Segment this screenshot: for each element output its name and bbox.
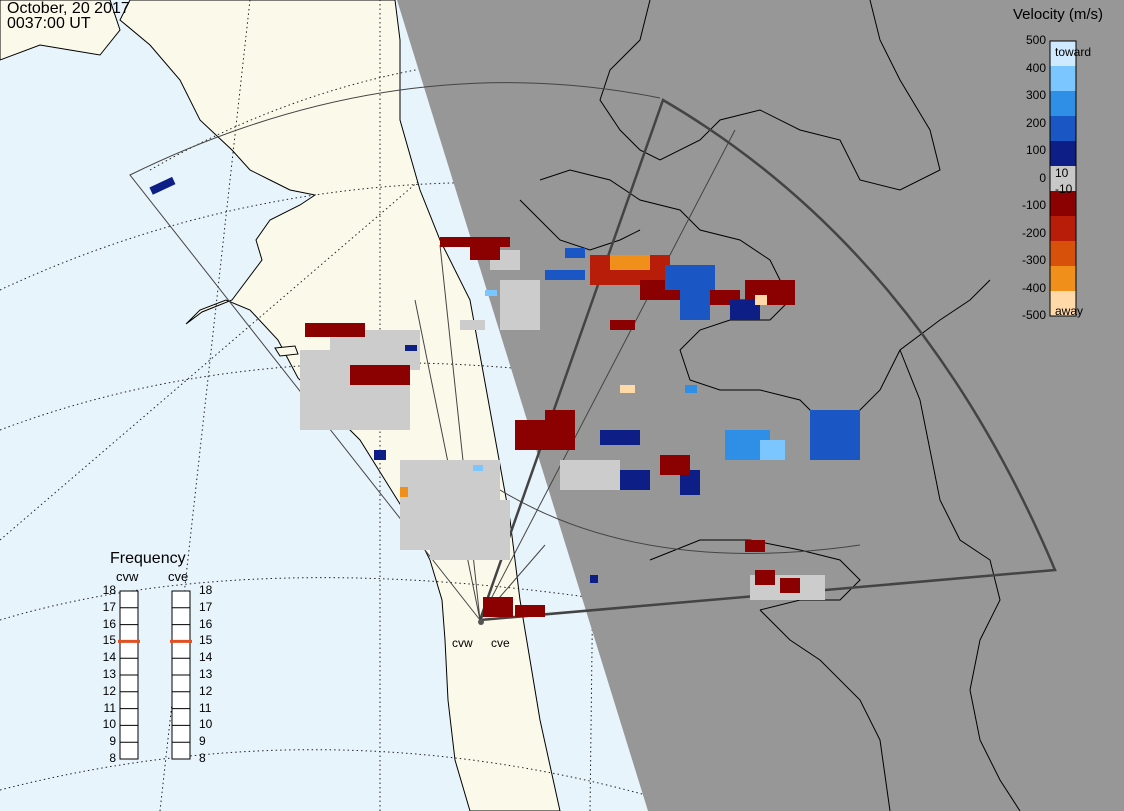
night-terminator	[397, 0, 1124, 811]
freq-tick-right: 11	[199, 700, 212, 715]
ground-scatter	[300, 250, 825, 600]
freq-tick-right: 10	[199, 717, 213, 732]
colorbar-tick-label: 300	[1025, 88, 1046, 102]
colorbar-tick-label: -300	[1021, 253, 1046, 267]
velocity-colorbar	[1049, 40, 1077, 317]
colorbar-away-label: away	[1055, 304, 1084, 318]
colorbar-tick-plus10: 10	[1055, 166, 1069, 180]
colorbar-tick-label: 100	[1025, 143, 1046, 157]
colorbar-tick-label: 500	[1025, 33, 1046, 47]
freq-tick-right: 8	[199, 751, 206, 765]
freq-tick-right: 16	[199, 616, 213, 631]
freq-tick-right: 9	[199, 734, 206, 749]
colorbar-segment	[1050, 141, 1076, 167]
colorbar-tick-label: 400	[1025, 60, 1046, 75]
small-island	[274, 345, 299, 357]
colorbar-segment	[1050, 291, 1076, 317]
freq-radar-cvw: cvw	[116, 569, 139, 584]
freq-tick-left: 12	[102, 683, 116, 698]
colorbar-tick-label: -400	[1021, 280, 1046, 295]
freq-tick-left: 17	[102, 599, 116, 614]
freq-tick-right: 18	[199, 583, 213, 597]
freq-tick-left: 15	[102, 633, 116, 648]
fov-outlines	[129, 82, 1057, 622]
colorbar-tick-label: -200	[1021, 225, 1046, 240]
frequency-title: Frequency	[110, 550, 186, 567]
colorbar-segment	[1050, 266, 1076, 292]
colorbar-segment	[1050, 191, 1076, 217]
radar-label-cvw: cvw	[452, 636, 473, 650]
colorbar-segment	[1050, 41, 1076, 67]
colorbar-toward-label: toward	[1055, 45, 1092, 59]
colorbar-segment	[1050, 91, 1076, 117]
freq-tick-left: 9	[109, 734, 116, 749]
colorbar-frame	[1049, 40, 1077, 317]
freq-tick-right: 14	[199, 650, 213, 665]
freq-tick-left: 16	[102, 616, 116, 631]
radar-label-cve: cve	[491, 636, 510, 650]
freq-tick-left: 13	[102, 667, 116, 681]
freq-tick-right: 12	[199, 683, 213, 698]
colorbar-tick-label: 0	[1039, 170, 1046, 185]
velocity-scatter	[149, 176, 860, 617]
freq-tick-left: 14	[102, 650, 116, 665]
freq-tick-right: 13	[199, 667, 213, 681]
colorbar-tick-label: -500	[1021, 308, 1046, 322]
colorbar-segment	[1050, 66, 1076, 92]
frequency-panel	[118, 590, 192, 760]
colorbar-tick-label: -100	[1021, 198, 1046, 212]
radar-site-marker	[478, 619, 484, 625]
colorbar-segment	[1050, 116, 1076, 142]
date-label: October, 20 2017	[7, 0, 130, 17]
fov-cve-range	[469, 469, 861, 554]
freq-tick-left: 18	[102, 583, 116, 597]
colorbar-tick-label: 200	[1025, 115, 1046, 130]
freq-tick-left: 11	[103, 700, 116, 715]
latitude-circle-3	[0, 362, 1124, 521]
colorbar-segment	[1050, 216, 1076, 242]
colorbar-tick-minus10: -10	[1055, 182, 1073, 196]
freq-tick-right: 17	[199, 599, 213, 614]
time-label: 0037:00 UT	[7, 15, 91, 32]
freq-tick-right: 15	[199, 633, 213, 648]
freq-tick-left: 8	[109, 751, 116, 765]
fov-cve	[478, 98, 1057, 622]
colorbar-segment	[1050, 166, 1076, 192]
chukotka-peninsula	[0, 0, 121, 61]
colorbar-title: Velocity (m/s)	[1013, 6, 1104, 23]
freq-radar-cve: cve	[168, 569, 189, 584]
fov-cvw	[129, 82, 661, 621]
freq-tick-left: 10	[102, 717, 116, 732]
colorbar-segment	[1050, 241, 1076, 267]
